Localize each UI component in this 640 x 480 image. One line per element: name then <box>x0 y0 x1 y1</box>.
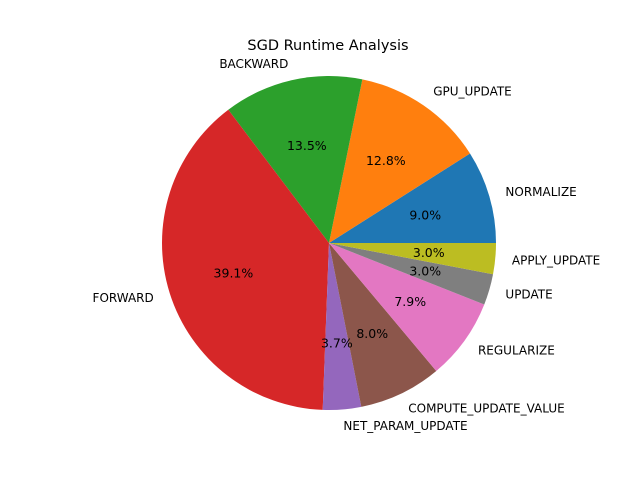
slice-compute-update-value <box>329 243 437 407</box>
slice-gpu-update <box>329 79 470 243</box>
pct-backward: 13.5% <box>287 138 327 153</box>
pct-normalize: 9.0% <box>409 208 441 223</box>
slice-regularize <box>329 243 485 371</box>
pct-regularize: 7.9% <box>394 294 426 309</box>
slice-normalize <box>329 153 496 243</box>
label-gpu-update: GPU_UPDATE <box>433 85 512 99</box>
slice-percentages: 9.0% 12.8% 13.5% 39.1% 3.7%8.0% 7.9% 3.0% 3.0% <box>214 138 445 351</box>
label-forward: FORWARD <box>93 291 154 305</box>
label-apply-update: APPLY_UPDATE <box>512 253 600 267</box>
pct-forward: 39.1% <box>214 266 254 281</box>
pct-apply-update: 3.0% <box>413 245 445 260</box>
label-normalize: NORMALIZE <box>505 185 576 199</box>
slice-forward <box>162 109 329 410</box>
label-update: UPDATE <box>505 287 552 301</box>
chart-title: SGD Runtime Analysis <box>247 38 408 54</box>
slice-backward <box>228 75 363 243</box>
label-backward: BACKWARD <box>219 57 288 71</box>
pct-net-param-update: 3.7% <box>321 335 353 350</box>
label-compute-update-value: COMPUTE_UPDATE_VALUE <box>408 402 564 416</box>
slice-labels: NORMALIZE GPU_UPDATE BACKWARD FORWARD NET_PA… <box>93 57 601 433</box>
label-net-param-update: NET_PARAM_UPDATE <box>343 419 467 433</box>
pie-slices <box>162 75 496 410</box>
slice-update <box>329 243 494 305</box>
label-regularize: REGULARIZE <box>478 344 555 358</box>
pct-compute-update-value: 8.0% <box>356 326 388 341</box>
pct-update: 3.0% <box>409 263 441 278</box>
slice-net-param-update <box>322 243 362 410</box>
pct-gpu-update: 12.8% <box>366 153 406 168</box>
slice-apply-update <box>329 243 496 275</box>
